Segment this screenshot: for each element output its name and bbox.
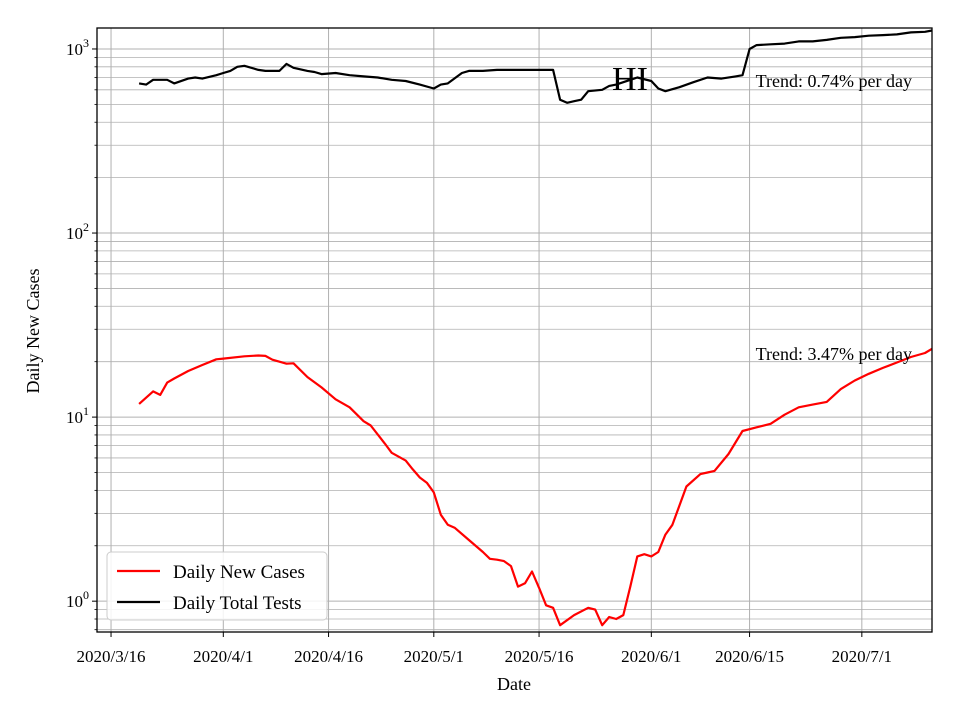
x-tick-label: 2020/3/16 bbox=[77, 647, 146, 666]
chart-title: HI bbox=[612, 61, 648, 98]
legend-box bbox=[106, 551, 328, 621]
x-tick-label: 2020/5/16 bbox=[505, 647, 574, 666]
legend-label-tests: Daily Total Tests bbox=[173, 593, 302, 614]
x-tick-label: 2020/7/1 bbox=[832, 647, 892, 666]
x-tick-label: 2020/6/1 bbox=[621, 647, 681, 666]
series-line-daily-total-tests bbox=[138, 29, 933, 104]
trend-annotation-tests: Trend: 0.74% per day bbox=[756, 71, 912, 91]
y-axis-label: Daily New Cases bbox=[23, 269, 43, 394]
x-tick-label: 2020/4/16 bbox=[294, 647, 363, 666]
trend-annotation-cases: Trend: 3.47% per day bbox=[756, 344, 912, 364]
x-tick-label: 2020/5/1 bbox=[404, 647, 464, 666]
series-layer bbox=[138, 29, 933, 627]
major-grid bbox=[97, 28, 932, 632]
x-tick-label: 2020/4/1 bbox=[193, 647, 253, 666]
x-axis-label: Date bbox=[497, 674, 531, 694]
legend-label-cases: Daily New Cases bbox=[173, 562, 305, 583]
x-tick-label: 2020/6/15 bbox=[715, 647, 784, 666]
legend: Daily New Cases Daily Total Tests bbox=[106, 551, 328, 621]
axis-ticks: 2020/3/16 2020/4/1 2020/4/16 2020/5/1 2020/5… bbox=[66, 36, 892, 666]
series-line-daily-new-cases bbox=[138, 347, 933, 627]
plot-frame bbox=[96, 27, 933, 633]
